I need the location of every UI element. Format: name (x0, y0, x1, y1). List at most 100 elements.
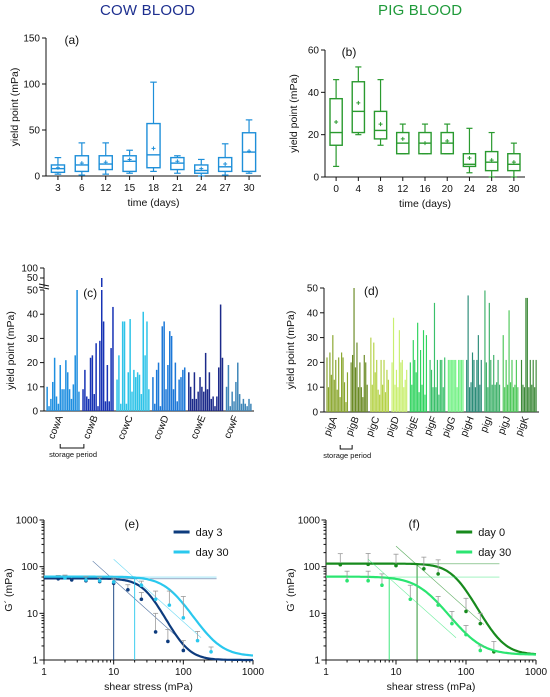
mean-marker (400, 136, 405, 141)
bar (214, 406, 216, 411)
bar (450, 359, 452, 412)
bar (356, 342, 358, 412)
x-tick-label: 6 (79, 183, 85, 194)
mean-marker (199, 166, 204, 171)
y-tick-label: 20 (308, 130, 320, 141)
bar (152, 377, 154, 411)
bar (84, 369, 86, 411)
mean-marker (445, 139, 450, 144)
bar (456, 387, 458, 412)
bar (379, 394, 381, 412)
bar (522, 384, 524, 412)
box (507, 153, 521, 172)
bar (387, 379, 389, 412)
box (98, 155, 113, 171)
y-tick-label: 150 (23, 34, 40, 45)
bar (95, 343, 97, 411)
bar (339, 397, 341, 412)
bar (528, 387, 530, 412)
bar (183, 367, 186, 411)
y-tick-label: 1000 (16, 516, 39, 527)
bar (357, 387, 360, 412)
mean-marker (127, 157, 132, 162)
bar (452, 359, 454, 412)
data-point (380, 583, 384, 588)
bar (447, 359, 449, 412)
bar (371, 384, 373, 412)
bar (404, 379, 406, 412)
bar (327, 387, 330, 412)
bar (370, 337, 372, 412)
data-point (464, 609, 468, 614)
bar (219, 304, 222, 411)
bar (442, 387, 444, 412)
bar (459, 359, 461, 412)
bar (91, 355, 94, 411)
x-tick-label: 15 (124, 183, 136, 194)
bar (210, 398, 213, 411)
fit-curve (44, 577, 253, 662)
bar (494, 384, 496, 412)
x-tick-label: 10 (108, 667, 120, 678)
data-point (209, 649, 213, 654)
bar (462, 359, 464, 412)
bar (343, 382, 346, 412)
bar (229, 406, 232, 411)
bar (496, 382, 498, 412)
bar (52, 381, 54, 411)
bar (332, 335, 334, 412)
bar (391, 362, 393, 412)
bar (46, 386, 48, 411)
bar (70, 398, 73, 411)
bar (78, 391, 80, 411)
data-point (153, 597, 158, 602)
bar (333, 379, 335, 412)
bar (351, 354, 354, 412)
box (484, 150, 499, 172)
data-point (366, 578, 370, 583)
bar (87, 398, 90, 411)
bar (136, 372, 139, 411)
data-point (408, 597, 413, 602)
bar (424, 394, 426, 412)
data-point (345, 578, 349, 583)
chart-e: 1 10 100 1000 1 10 100 1000 day 3 day 30 (e) shear … (3, 516, 265, 694)
bar (167, 365, 169, 411)
bar (430, 369, 433, 412)
mean-marker (79, 161, 84, 166)
slope-tangent (367, 559, 457, 638)
data-point (436, 572, 440, 576)
box (217, 156, 233, 173)
bar (534, 387, 536, 412)
bar (244, 403, 247, 411)
y-tick-label: 10 (27, 382, 39, 393)
x-axis-label: time (days) (128, 197, 180, 209)
panel-label: (a) (64, 33, 79, 47)
storage-period-bracket (339, 445, 353, 450)
bar (417, 322, 419, 412)
bar (374, 372, 376, 412)
bar (493, 354, 495, 412)
bar (376, 359, 378, 412)
bar-upper-segment (100, 278, 103, 287)
chart-f: 1 10 100 1000 1 10 100 1000 day 0 day 30 (f) shear … (285, 516, 548, 694)
bar (82, 389, 84, 411)
chart-c: 0 10 20 30 40 50 cowA cowB cowC cowD cowE cowF stora… (5, 264, 254, 459)
group-label: cowB (81, 414, 100, 441)
bar (336, 389, 338, 412)
bar (419, 350, 422, 412)
bar (191, 398, 194, 411)
bar (466, 359, 468, 412)
bar (414, 359, 416, 412)
bar (108, 401, 110, 411)
y-tick-label: 40 (308, 88, 320, 99)
group-label: pigJ (496, 415, 513, 436)
x-tick-label: 12 (397, 184, 409, 195)
y-tick-label: 40 (27, 310, 39, 321)
storage-period-label: storage period (323, 451, 371, 460)
x-tick-label: 4 (356, 184, 362, 195)
bar (116, 379, 118, 411)
bar (330, 374, 332, 412)
y-tick-label: 100 (303, 562, 320, 573)
bar (144, 355, 146, 411)
